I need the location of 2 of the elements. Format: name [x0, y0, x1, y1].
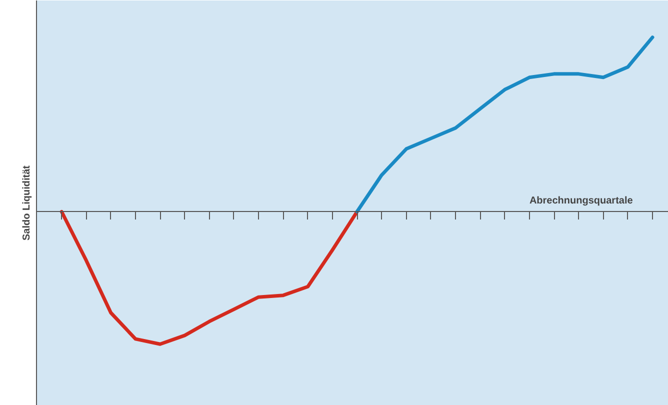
y-axis-title: Saldo Liquidität: [22, 164, 32, 240]
x-axis-title: Abrechnungsquartale: [529, 196, 634, 207]
